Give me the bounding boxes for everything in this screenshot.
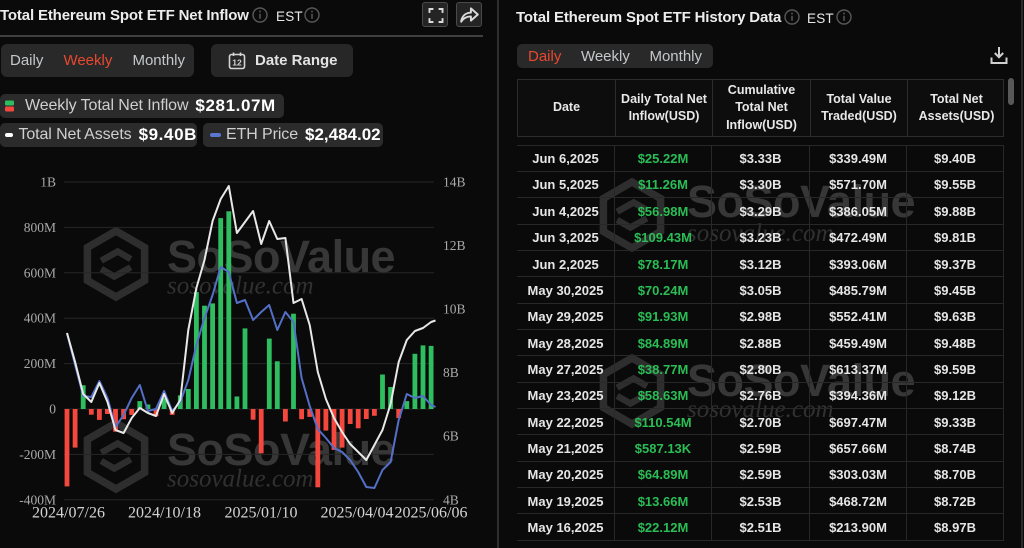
svg-text:2025/01/10: 2025/01/10 [225,505,298,522]
svg-text:800M: 800M [24,220,56,235]
svg-text:14B: 14B [443,175,466,190]
svg-text:sosovalue.com: sosovalue.com [167,466,314,493]
svg-text:10B: 10B [443,302,466,317]
svg-text:2024/10/18: 2024/10/18 [128,505,201,522]
svg-text:SoSoValue: SoSoValue [167,424,395,475]
svg-text:600M: 600M [24,265,56,280]
svg-text:0: 0 [49,402,56,417]
svg-text:200M: 200M [24,356,56,371]
svg-text:-400M: -400M [19,492,56,507]
svg-text:2024/07/26: 2024/07/26 [32,505,105,522]
svg-text:SoSoValue: SoSoValue [687,176,915,227]
svg-text:12B: 12B [443,238,466,253]
svg-text:6B: 6B [443,429,459,444]
svg-text:sosovalue.com: sosovalue.com [167,273,314,300]
svg-text:SoSoValue: SoSoValue [687,355,915,406]
svg-text:400M: 400M [24,311,56,326]
svg-text:8B: 8B [443,365,459,380]
svg-text:12: 12 [232,57,242,67]
svg-text:2025/06/06: 2025/06/06 [395,505,468,522]
svg-text:4B: 4B [443,492,459,507]
svg-text:1B: 1B [40,175,56,190]
svg-text:-200M: -200M [19,447,56,462]
svg-text:2025/04/04: 2025/04/04 [321,505,394,522]
